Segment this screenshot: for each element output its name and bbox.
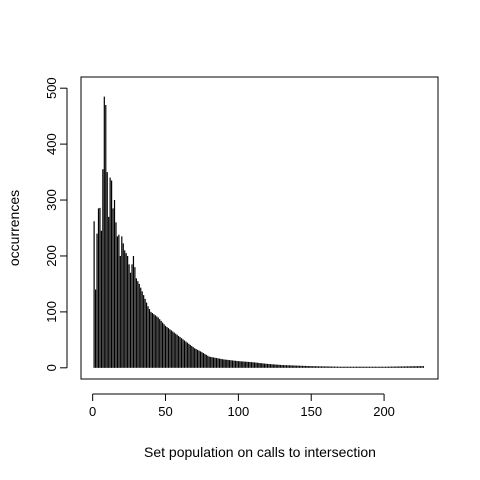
y-tick-label: 400 bbox=[44, 133, 59, 155]
x-tick-label: 50 bbox=[158, 404, 172, 419]
bars bbox=[93, 96, 425, 368]
x-tick-label: 0 bbox=[89, 404, 96, 419]
x-axis-label: Set population on calls to intersection bbox=[144, 444, 376, 460]
y-tick-label: 500 bbox=[44, 77, 59, 99]
x-tick-label: 150 bbox=[300, 404, 322, 419]
plot-frame bbox=[80, 76, 439, 380]
x-axis: 0 50 100 150 200 bbox=[89, 393, 395, 419]
y-axis: 0 100 200 300 400 500 bbox=[44, 77, 68, 371]
y-tick-label: 100 bbox=[44, 301, 59, 323]
x-tick-label: 200 bbox=[373, 404, 395, 419]
y-axis-label: occurrences bbox=[6, 190, 22, 266]
y-tick-label: 300 bbox=[44, 189, 59, 211]
x-tick-label: 100 bbox=[228, 404, 250, 419]
y-tick-label: 0 bbox=[44, 364, 59, 371]
y-tick-label: 200 bbox=[44, 245, 59, 267]
